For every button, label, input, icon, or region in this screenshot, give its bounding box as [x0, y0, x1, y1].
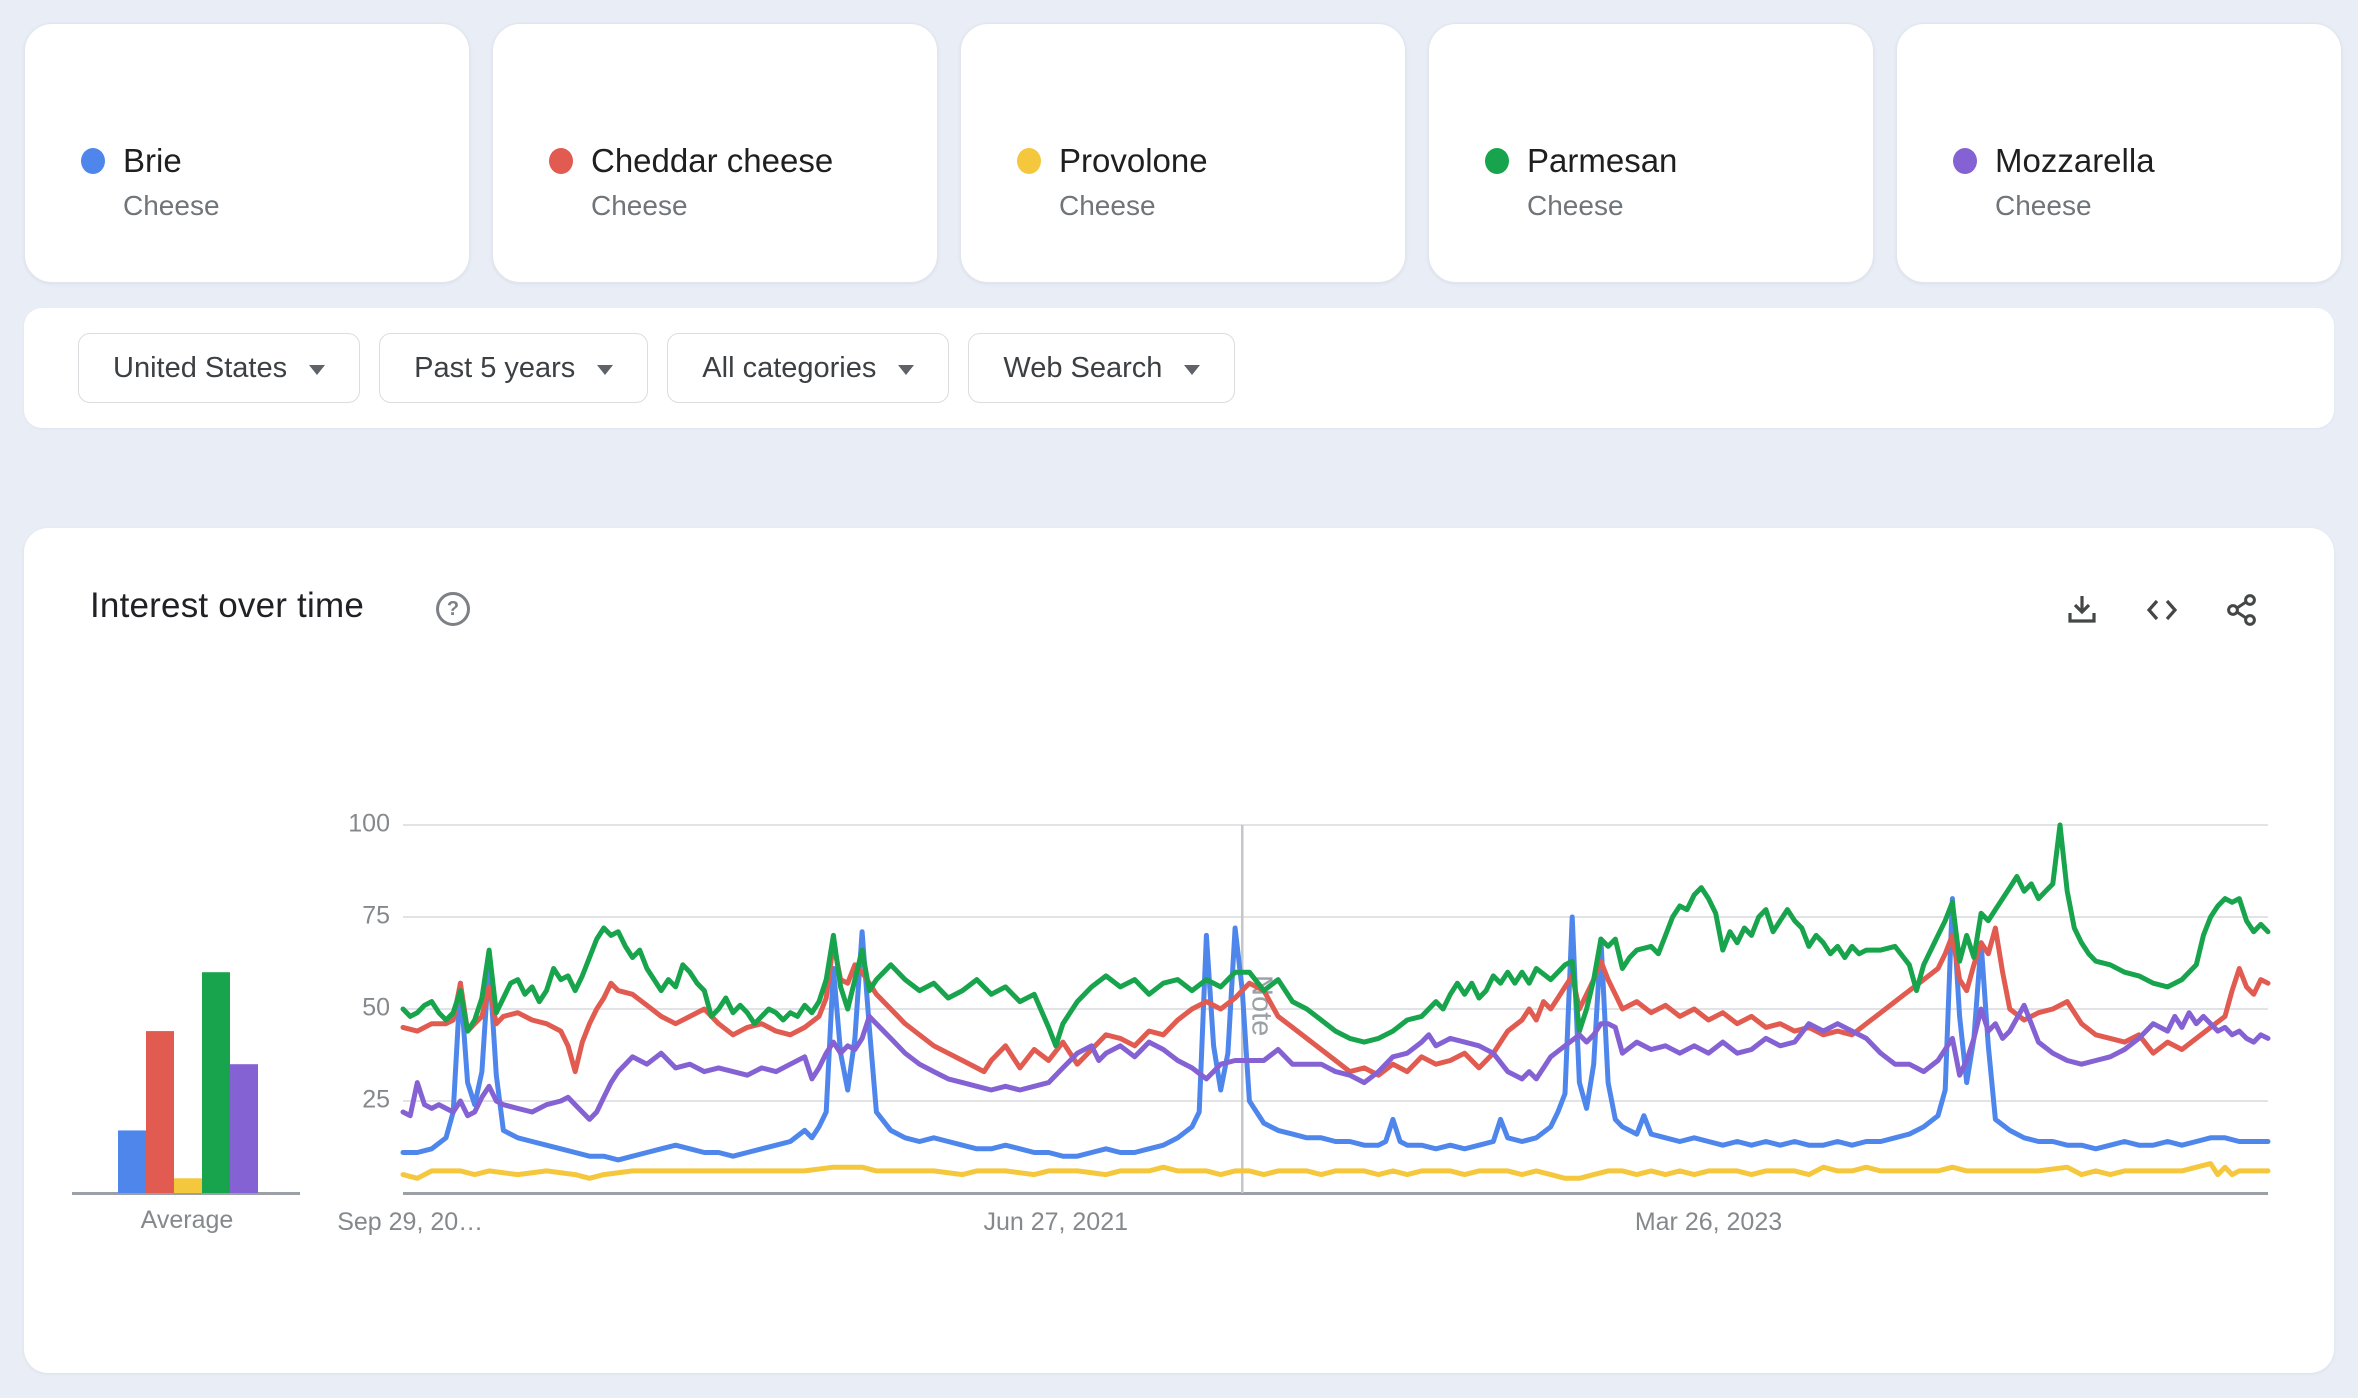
average-bar-mozzarella[interactable]: [230, 1064, 258, 1193]
term-label: Brie: [123, 142, 182, 179]
term-subtitle: Cheese: [1527, 190, 1624, 221]
filter-dropdown-time-range[interactable]: Past 5 years: [379, 333, 649, 403]
y-axis-tick-label: 75: [362, 902, 390, 930]
term-label: Mozzarella: [1995, 142, 2155, 179]
interest-over-time-panel: Interest over time ?: [24, 528, 2334, 1373]
average-bar-brie[interactable]: [118, 1130, 146, 1193]
series-line-mozzarella[interactable]: [400, 1002, 2271, 1122]
share-icon[interactable]: [2224, 592, 2260, 628]
term-card-cheddar-cheese[interactable]: Cheddar cheese Cheese: [492, 23, 938, 283]
chevron-down-icon: [309, 364, 326, 375]
term-subtitle: Cheese: [123, 190, 220, 221]
term-card-provolone[interactable]: Provolone Cheese: [960, 23, 1406, 283]
y-axis-tick-label: 100: [348, 810, 390, 838]
filter-bar: United States Past 5 years All categories W…: [24, 308, 2334, 428]
panel-title: Interest over time: [90, 586, 364, 625]
filter-dropdown-label: Web Search: [1003, 351, 1163, 384]
interest-over-time-chart[interactable]: 25 50 75 100 Average Sep 29, 20… Jun 27, 2021 M…: [60, 780, 2290, 1250]
term-subtitle: Cheese: [1995, 190, 2092, 221]
y-axis-tick-label: 50: [362, 994, 390, 1022]
average-bar-cheddar-cheese[interactable]: [146, 1031, 174, 1193]
comparison-terms-row: Brie Cheese Cheddar cheese Cheese Provolone C…: [24, 23, 2342, 283]
term-card-brie[interactable]: Brie Cheese: [24, 23, 470, 283]
chevron-down-icon: [1184, 364, 1201, 375]
help-icon[interactable]: ?: [436, 592, 470, 626]
term-label: Provolone: [1059, 142, 1208, 179]
filter-dropdown-label: United States: [113, 351, 288, 384]
download-icon[interactable]: [2064, 592, 2100, 628]
filter-dropdown-category[interactable]: All categories: [667, 333, 950, 403]
series-line-cheddar-cheese[interactable]: [400, 925, 2271, 1078]
term-label: Cheddar cheese: [591, 142, 834, 179]
average-axis-label: Average: [141, 1206, 234, 1234]
term-color-dot: [1017, 148, 1041, 174]
series-line-brie[interactable]: [400, 896, 2271, 1163]
term-color-dot: [1485, 148, 1509, 174]
y-axis-tick-label: 25: [362, 1086, 390, 1114]
term-card-parmesan[interactable]: Parmesan Cheese: [1428, 23, 1874, 283]
filter-dropdown-country[interactable]: United States: [78, 333, 361, 403]
filter-dropdown-label: Past 5 years: [414, 351, 576, 384]
average-bar-parmesan[interactable]: [202, 972, 230, 1193]
term-card-mozzarella[interactable]: Mozzarella Cheese: [1896, 23, 2342, 283]
term-subtitle: Cheese: [591, 190, 688, 221]
series-line-parmesan[interactable]: [400, 822, 2271, 1049]
average-bar-provolone[interactable]: [174, 1178, 202, 1193]
x-axis-tick-label: Sep 29, 20…: [337, 1208, 483, 1236]
help-glyph: ?: [446, 597, 460, 620]
filter-dropdown-label: All categories: [702, 351, 877, 384]
term-label: Parmesan: [1527, 142, 1678, 179]
embed-code-icon[interactable]: [2144, 592, 2180, 628]
x-axis-tick-label: Mar 26, 2023: [1635, 1208, 1782, 1236]
series-line-provolone[interactable]: [400, 1161, 2271, 1181]
term-subtitle: Cheese: [1059, 190, 1156, 221]
x-axis-tick-label: Jun 27, 2021: [983, 1208, 1128, 1236]
chevron-down-icon: [597, 364, 614, 375]
term-color-dot: [81, 148, 105, 174]
chart-toolbar: [2064, 592, 2260, 628]
filter-dropdown-search-type[interactable]: Web Search: [968, 333, 1236, 403]
term-color-dot: [1953, 148, 1977, 174]
term-color-dot: [549, 148, 573, 174]
chevron-down-icon: [898, 364, 915, 375]
